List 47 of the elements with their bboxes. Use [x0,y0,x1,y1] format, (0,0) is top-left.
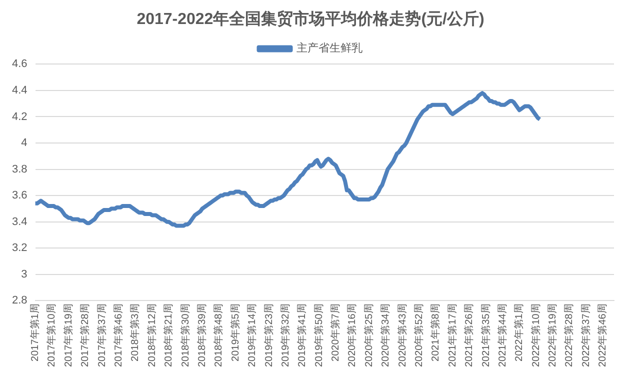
x-tick-label: 2018年第3周 [129,304,142,362]
x-tick-label: 2017年第46周 [112,304,125,368]
y-tick-label: 3.4 [12,216,28,228]
x-tick-label: 2022年第10周 [530,304,542,368]
legend-label: 主产省生鲜乳 [296,42,362,55]
x-tick-label: 2018年第21周 [162,304,175,368]
x-tick-label: 2021年第8周 [430,304,442,362]
x-tick-label: 2019年第50周 [312,304,325,368]
x-tick-label: 2017年第28周 [79,304,92,368]
x-tick-label: 2019年第5周 [229,304,242,362]
x-tick-label: 2019年第32周 [279,304,292,368]
chart-title: 2017-2022年全国集贸市场平均价格走势(元/公斤) [136,10,484,28]
x-tick-label: 2017年第19周 [62,304,74,368]
x-tick-label: 2020年第43周 [396,304,408,368]
x-tick-label: 2021年第26周 [463,304,476,368]
x-tick-label: 2021年第44周 [496,304,508,368]
x-tick-label: 2022年第37周 [580,304,592,368]
x-tick-label: 2020年第7周 [330,304,342,362]
x-tick-label: 2019年第14周 [246,304,258,368]
y-tick-label: 2.8 [12,294,28,307]
x-tick-label: 2018年第30周 [179,304,192,368]
y-tick-label: 4.4 [12,84,28,96]
x-tick-label: 2018年第12周 [146,304,158,368]
y-tick-label: 3 [21,268,28,280]
x-tick-label: 2020年第34周 [380,304,392,368]
x-tick-label: 2022年第1周 [513,304,526,362]
x-tick-label: 2022年第19周 [546,304,559,368]
x-tick-label: 2017年第10周 [46,304,58,368]
x-tick-label: 2022年第46周 [596,304,609,368]
y-tick-label: 4.6 [12,58,28,70]
y-tick-label: 3.6 [12,190,28,202]
x-tick-label: 2020年第25周 [362,304,375,368]
x-tick-label: 2019年第23周 [262,304,275,368]
y-tick-label: 4 [21,137,28,150]
y-tick-label: 4.2 [12,110,28,123]
x-tick-label: 2017年第37周 [96,304,108,368]
y-tick-label: 3.8 [12,163,28,176]
x-tick-label: 2018年第48周 [212,304,225,368]
y-tick-label: 3.2 [12,242,28,254]
x-tick-label: 2020年第16周 [346,304,358,368]
x-tick-label: 2017年第1周 [29,304,42,362]
x-tick-label: 2020年第52周 [412,304,425,368]
x-tick-label: 2021年第17周 [446,304,458,368]
x-tick-label: 2022年第28周 [563,304,576,368]
x-tick-label: 2021年第35周 [480,304,492,368]
x-tick-label: 2019年第41周 [296,304,308,368]
x-tick-label: 2018年第39周 [196,304,208,368]
